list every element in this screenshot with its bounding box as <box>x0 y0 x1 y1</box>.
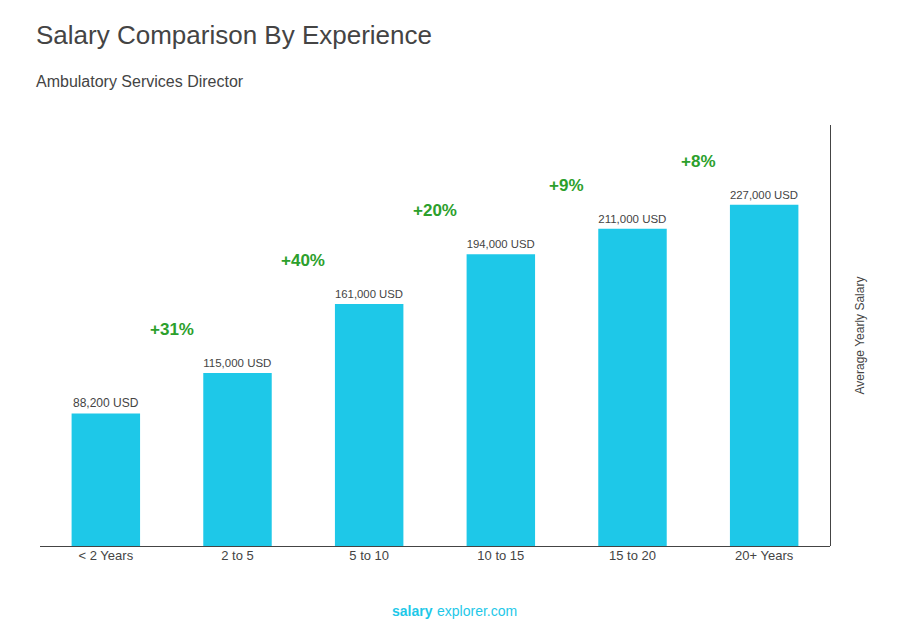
svg-text:Average Yearly Salary: Average Yearly Salary <box>853 277 867 395</box>
svg-text:115,000 USD: 115,000 USD <box>203 357 271 369</box>
svg-text:+9%: +9% <box>549 176 584 195</box>
svg-text:+31%: +31% <box>150 320 194 339</box>
svg-text:+8%: +8% <box>681 152 716 171</box>
svg-text:+20%: +20% <box>413 201 457 220</box>
svg-text:salary: salary <box>392 603 433 619</box>
svg-text:88,200 USD: 88,200 USD <box>73 396 139 410</box>
svg-text:211,000 USD: 211,000 USD <box>598 213 666 225</box>
svg-text:227,000 USD: 227,000 USD <box>730 189 798 201</box>
svg-text:explorer.com: explorer.com <box>437 603 517 619</box>
svg-text:20+ Years: 20+ Years <box>735 548 794 563</box>
svg-text:+40%: +40% <box>281 251 325 270</box>
svg-text:15 to 20: 15 to 20 <box>609 548 656 563</box>
svg-text:2 to 5: 2 to 5 <box>221 548 254 563</box>
svg-text:Salary Comparison By Experienc: Salary Comparison By Experience <box>36 20 432 50</box>
svg-text:10 to 15: 10 to 15 <box>477 548 524 563</box>
svg-text:Ambulatory Services Director: Ambulatory Services Director <box>36 73 244 90</box>
svg-text:5 to 10: 5 to 10 <box>349 548 389 563</box>
svg-text:< 2 Years: < 2 Years <box>79 548 134 563</box>
svg-text:161,000 USD: 161,000 USD <box>335 288 403 300</box>
svg-text:194,000 USD: 194,000 USD <box>467 238 535 250</box>
